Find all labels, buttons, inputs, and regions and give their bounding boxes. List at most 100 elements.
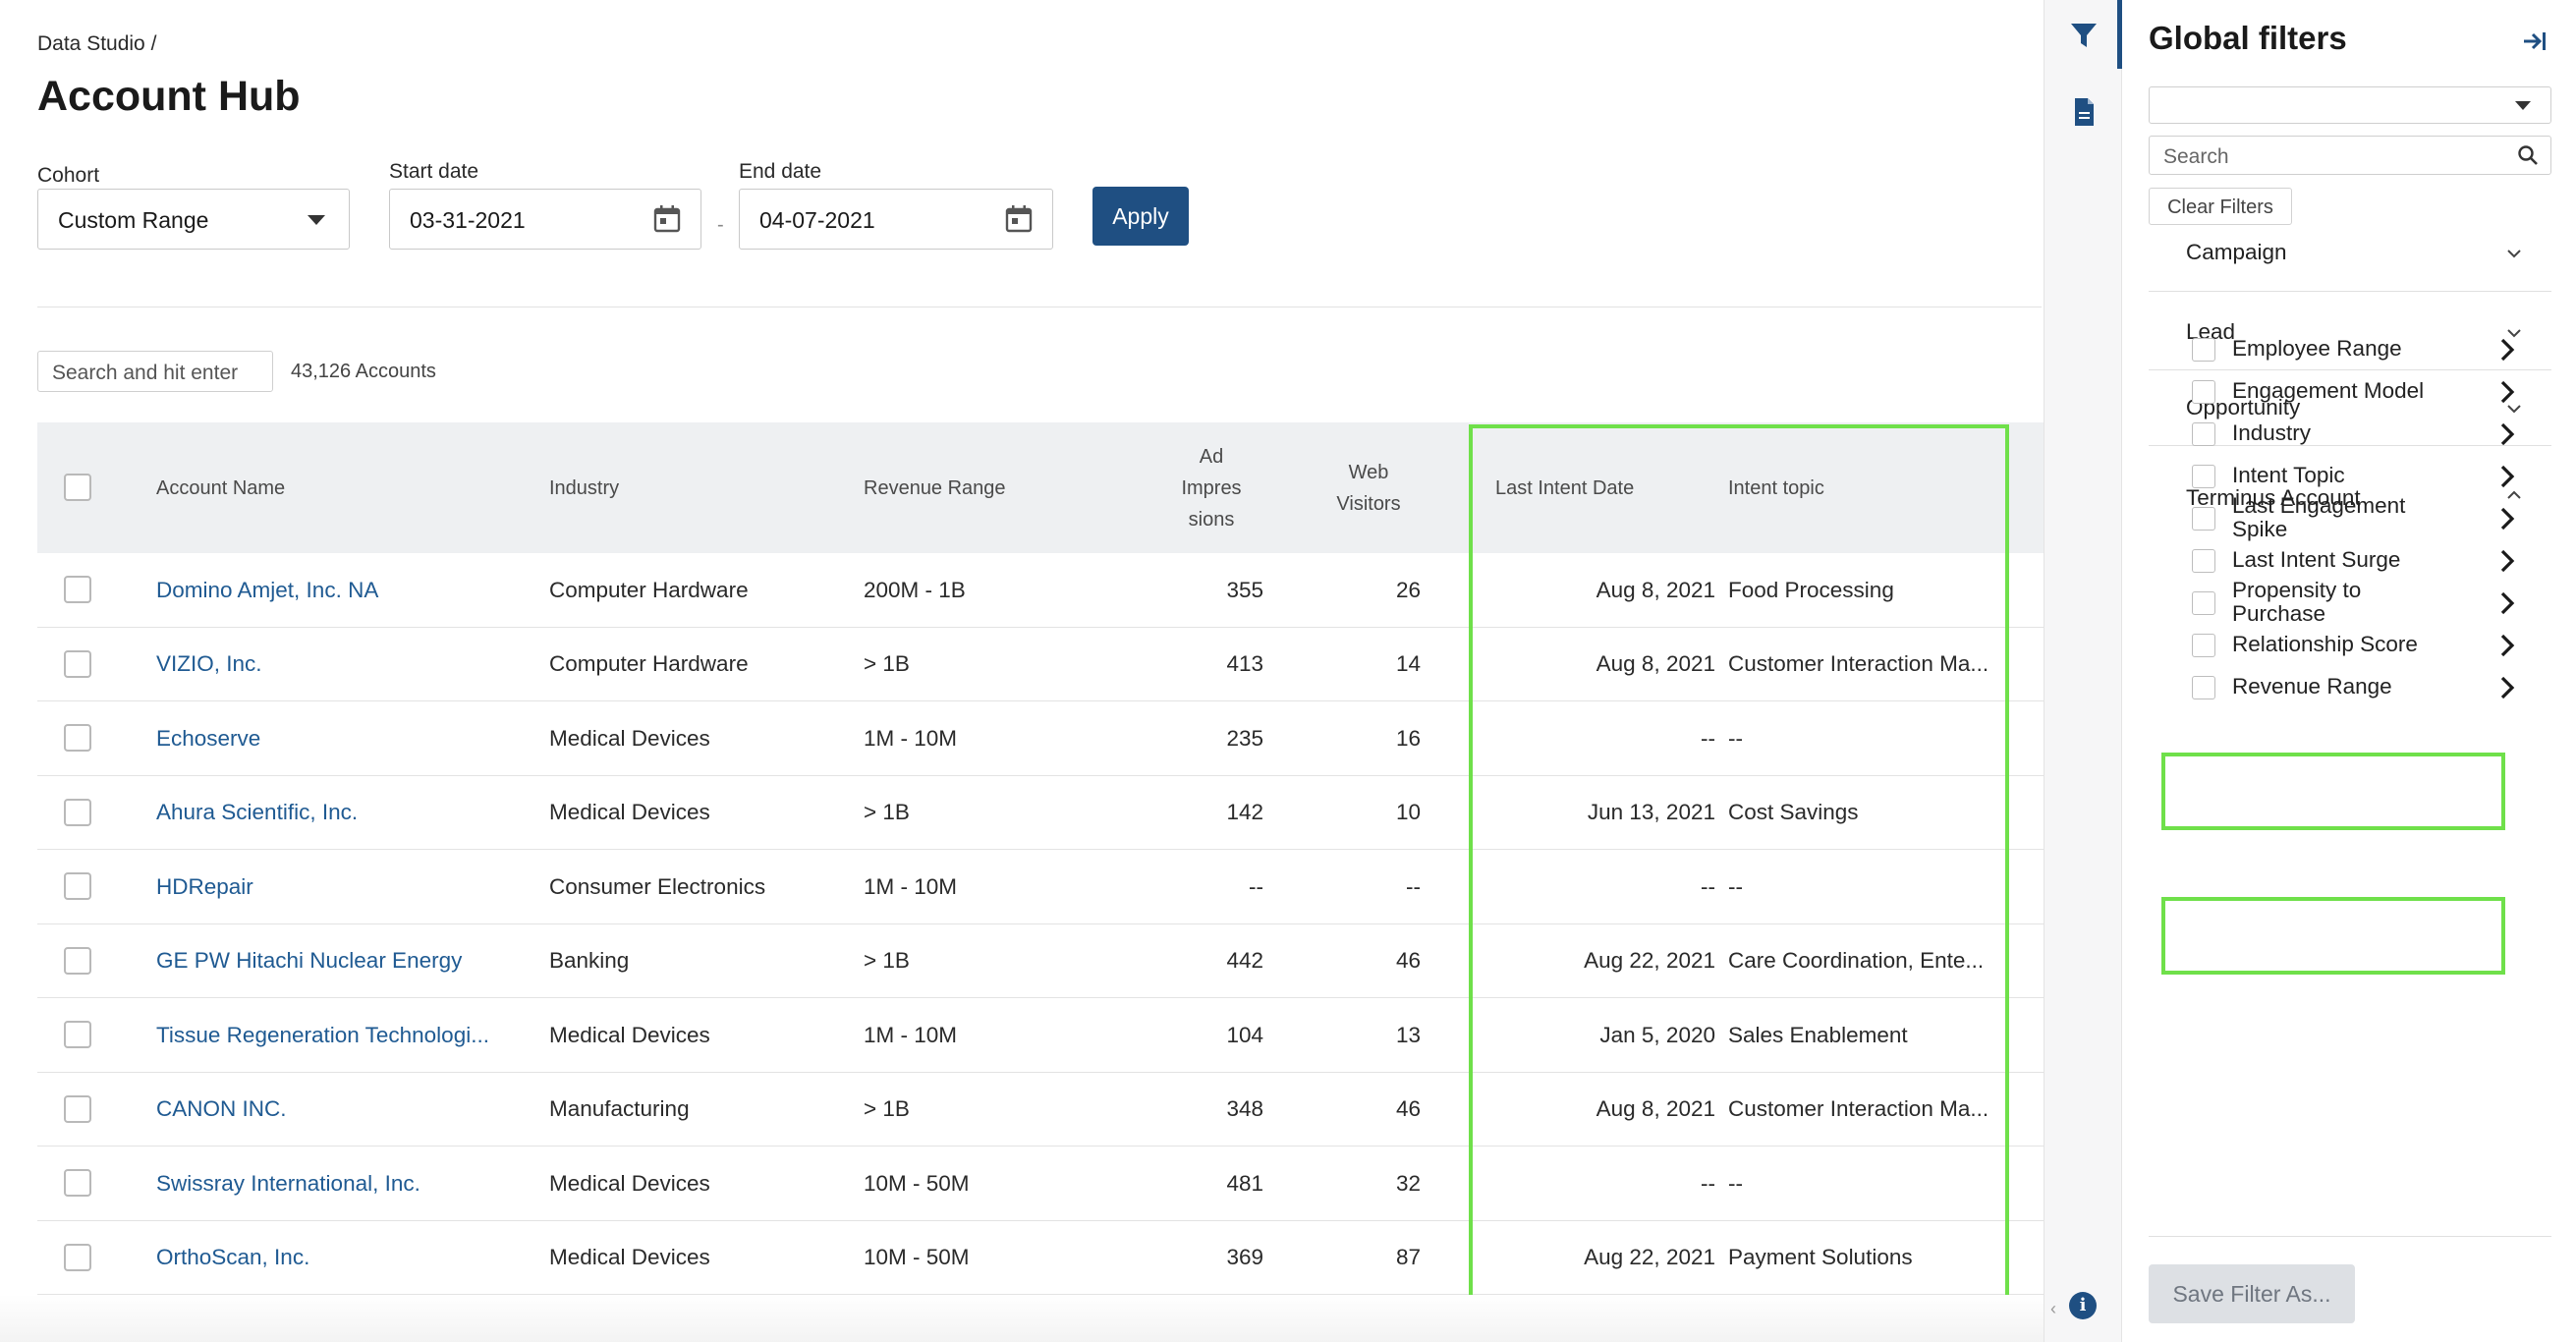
web-visitors-cell: 10 [1395, 800, 1421, 824]
table-row[interactable]: Tissue Regeneration Technologi... Medical… [37, 998, 2044, 1073]
row-checkbox[interactable] [64, 1021, 91, 1048]
filter-checkbox[interactable] [2192, 676, 2215, 699]
account-name-link[interactable]: HDRepair [156, 873, 253, 899]
section-campaign[interactable]: Campaign [2149, 226, 2551, 292]
filter-search-input[interactable]: Search [2149, 136, 2551, 175]
account-search-input[interactable]: Search and hit enter [37, 351, 273, 392]
account-name-link[interactable]: OrthoScan, Inc. [156, 1245, 310, 1269]
revenue-cell: > 1B [864, 1096, 910, 1121]
col-industry[interactable]: Industry [549, 476, 620, 499]
page-title: Account Hub [37, 73, 301, 120]
chevron-down-icon [2515, 101, 2531, 110]
table-row[interactable]: Echoserve Medical Devices 1M - 10M 235 16 -- -… [37, 701, 2044, 776]
row-checkbox[interactable] [64, 872, 91, 900]
filter-item[interactable]: Revenue Range [2149, 654, 2551, 719]
filter-label: Propensity to Purchase [2232, 578, 2362, 626]
cohort-select[interactable]: Custom Range [37, 189, 350, 250]
breadcrumb[interactable]: Data Studio / [37, 32, 157, 55]
chevron-left-icon[interactable]: ‹ [2050, 1299, 2056, 1318]
account-name-link[interactable]: Domino Amjet, Inc. NA [156, 577, 379, 602]
intent-topic-cell: Customer Interaction Ma... [1728, 1096, 1989, 1121]
industry-cell: Computer Hardware [549, 651, 749, 676]
select-all-checkbox[interactable] [64, 474, 91, 501]
row-checkbox[interactable] [64, 1169, 91, 1197]
search-placeholder: Search [2163, 145, 2229, 168]
row-checkbox[interactable] [64, 576, 91, 603]
filter-item[interactable]: Last Engagement Spike [2149, 485, 2551, 550]
clear-filters-button[interactable]: Clear Filters [2149, 188, 2292, 225]
filter-checkbox[interactable] [2192, 634, 2215, 657]
filter-checkbox[interactable] [2192, 465, 2215, 488]
filter-item[interactable]: Intent Topic [2149, 443, 2551, 508]
collapse-panel-icon[interactable] [2518, 26, 2549, 57]
filter-checkbox[interactable] [2192, 338, 2215, 362]
chevron-right-icon[interactable] [2496, 589, 2518, 617]
col-ad-impressions[interactable]: Ad Impres sions [1181, 445, 1242, 531]
row-checkbox[interactable] [64, 649, 91, 678]
filter-checkbox[interactable] [2192, 507, 2215, 531]
filter-checkbox[interactable] [2192, 549, 2215, 573]
last-intent-date-cell: Aug 8, 2021 [1596, 1096, 1715, 1121]
ad-impressions-cell: 235 [1226, 725, 1263, 751]
row-checkbox[interactable] [64, 946, 91, 975]
info-icon[interactable]: i [2069, 1292, 2097, 1319]
account-name-link[interactable]: Echoserve [156, 725, 261, 751]
col-account-name[interactable]: Account Name [156, 476, 286, 499]
filter-item[interactable]: Industry [2149, 401, 2551, 466]
chevron-right-icon[interactable] [2496, 547, 2518, 575]
filter-checkbox[interactable] [2192, 380, 2215, 404]
col-intent-topic[interactable]: Intent topic [1728, 476, 1824, 499]
table-row[interactable]: HDRepair Consumer Electronics 1M - 10M -- --… [37, 850, 2044, 924]
document-icon[interactable] [2066, 94, 2101, 130]
account-name-link[interactable]: GE PW Hitachi Nuclear Energy [156, 948, 463, 973]
chevron-down-icon [308, 215, 325, 225]
chevron-down-icon [2507, 329, 2521, 338]
chevron-right-icon[interactable] [2496, 505, 2518, 532]
table-row[interactable]: OrthoScan, Inc. Medical Devices 10M - 50M 3… [37, 1221, 2044, 1295]
chevron-down-icon [2507, 405, 2521, 414]
saved-filter-select[interactable] [2149, 86, 2551, 124]
filter-item[interactable]: Employee Range [2149, 316, 2551, 381]
account-name-link[interactable]: CANON INC. [156, 1096, 287, 1121]
save-filter-as-button[interactable]: Save Filter As... [2149, 1264, 2355, 1323]
last-intent-date-cell: Jan 5, 2020 [1599, 1022, 1715, 1047]
web-visitors-cell: 26 [1395, 577, 1421, 602]
col-web-visitors[interactable]: Web Visitors [1336, 461, 1401, 515]
table-row[interactable]: Domino Amjet, Inc. NA Computer Hardware 20… [37, 553, 2044, 628]
filter-item[interactable]: Propensity to Purchase [2149, 570, 2551, 635]
row-checkbox[interactable] [64, 1094, 91, 1123]
filter-item[interactable]: Relationship Score [2149, 612, 2551, 677]
row-checkbox[interactable] [64, 724, 91, 752]
row-checkbox[interactable] [64, 798, 91, 826]
chevron-right-icon[interactable] [2496, 420, 2518, 448]
account-name-link[interactable]: Tissue Regeneration Technologi... [156, 1022, 489, 1047]
section-terminus-account[interactable]: Terminus Account [2149, 446, 2551, 540]
filter-checkbox[interactable] [2192, 591, 2215, 615]
table-row[interactable]: Swissray International, Inc. Medical Devi… [37, 1146, 2044, 1221]
table-row[interactable]: GE PW Hitachi Nuclear Energy Banking > 1B 4… [37, 924, 2044, 998]
end-date-field[interactable]: 04-07-2021 [739, 189, 1053, 250]
chevron-right-icon[interactable] [2496, 463, 2518, 490]
filter-item[interactable]: Engagement Model [2149, 359, 2551, 423]
apply-button[interactable]: Apply [1092, 187, 1189, 246]
account-name-link[interactable]: VIZIO, Inc. [156, 651, 262, 676]
row-checkbox[interactable] [64, 1243, 91, 1271]
filter-checkbox[interactable] [2192, 422, 2215, 446]
calendar-icon[interactable] [651, 203, 683, 235]
table-row[interactable]: VIZIO, Inc. Computer Hardware > 1B 413 14 Aug… [37, 628, 2044, 701]
col-last-intent-date[interactable]: Last Intent Date [1495, 476, 1635, 499]
col-revenue-range[interactable]: Revenue Range [864, 476, 1006, 499]
industry-cell: Medical Devices [549, 1170, 710, 1196]
calendar-icon[interactable] [1003, 203, 1035, 235]
account-name-link[interactable]: Ahura Scientific, Inc. [156, 800, 359, 824]
filter-icon[interactable] [2066, 18, 2101, 53]
chevron-right-icon[interactable] [2496, 674, 2518, 701]
table-row[interactable]: Ahura Scientific, Inc. Medical Devices > 1… [37, 776, 2044, 850]
chevron-right-icon[interactable] [2496, 378, 2518, 406]
start-date-field[interactable]: 03-31-2021 [389, 189, 701, 250]
chevron-right-icon[interactable] [2496, 336, 2518, 363]
table-row[interactable]: CANON INC. Manufacturing > 1B 348 46 Aug 8, 2… [37, 1073, 2044, 1146]
chevron-right-icon[interactable] [2496, 632, 2518, 659]
filter-item[interactable]: Last Intent Surge [2149, 528, 2551, 592]
account-name-link[interactable]: Swissray International, Inc. [156, 1170, 420, 1196]
